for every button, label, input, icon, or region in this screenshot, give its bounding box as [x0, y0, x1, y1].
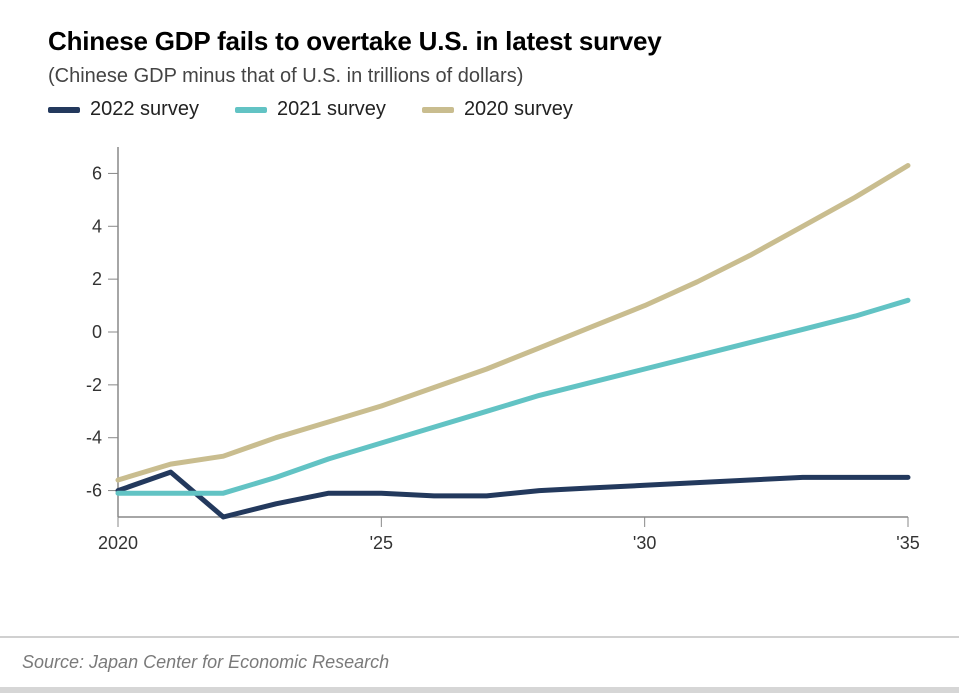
x-tick-label: 2020	[98, 533, 138, 553]
chart-container: Chinese GDP fails to overtake U.S. in la…	[0, 0, 959, 693]
legend-label: 2021 survey	[277, 98, 386, 121]
y-tick-label: 0	[92, 322, 102, 342]
legend-label: 2022 survey	[90, 98, 199, 121]
x-tick-label: '30	[633, 533, 656, 553]
legend-label: 2020 survey	[464, 98, 573, 121]
chart-source: Source: Japan Center for Economic Resear…	[0, 636, 959, 693]
y-tick-label: -6	[86, 481, 102, 501]
chart-plot-area: -6 -4 -2 0 2 4 6 2020 '25 '30 '35	[28, 127, 928, 567]
legend-swatch	[422, 107, 454, 113]
y-tick-label: 4	[92, 216, 102, 236]
y-tick-label: -2	[86, 375, 102, 395]
chart-subtitle: (Chinese GDP minus that of U.S. in trill…	[48, 65, 931, 88]
legend-item-s2020: 2020 survey	[422, 98, 573, 121]
legend-swatch	[235, 107, 267, 113]
series-s2022	[118, 472, 908, 517]
line-chart-svg: -6 -4 -2 0 2 4 6 2020 '25 '30 '35	[28, 127, 928, 567]
series-s2021	[118, 300, 908, 493]
chart-legend: 2022 survey 2021 survey 2020 survey	[48, 98, 931, 121]
legend-swatch	[48, 107, 80, 113]
x-tick-label: '35	[896, 533, 919, 553]
legend-item-s2022: 2022 survey	[48, 98, 199, 121]
series-s2020	[118, 166, 908, 481]
chart-title: Chinese GDP fails to overtake U.S. in la…	[48, 26, 931, 57]
x-tick-label: '25	[370, 533, 393, 553]
legend-item-s2021: 2021 survey	[235, 98, 386, 121]
y-tick-label: -4	[86, 428, 102, 448]
y-tick-label: 6	[92, 163, 102, 183]
y-tick-label: 2	[92, 269, 102, 289]
